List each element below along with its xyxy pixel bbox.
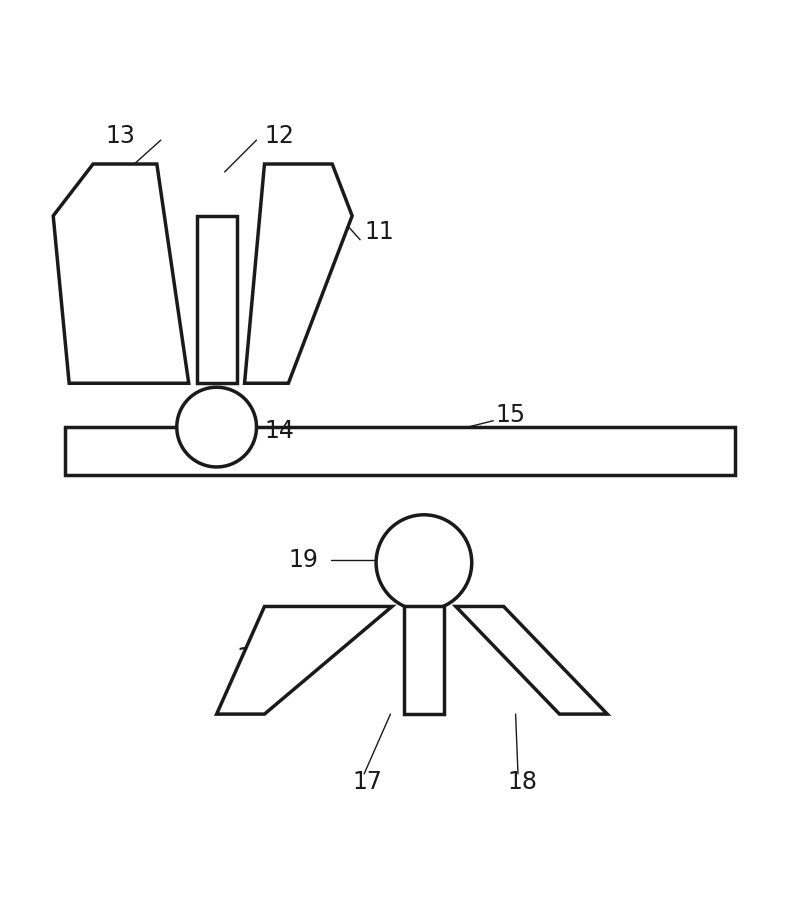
Circle shape xyxy=(376,515,472,611)
Text: 18: 18 xyxy=(508,770,538,794)
Text: 12: 12 xyxy=(265,124,294,148)
Text: 15: 15 xyxy=(496,403,526,427)
Polygon shape xyxy=(217,606,392,714)
Polygon shape xyxy=(245,164,352,383)
Circle shape xyxy=(177,388,257,467)
Polygon shape xyxy=(197,216,237,383)
Polygon shape xyxy=(404,606,444,714)
Text: 17: 17 xyxy=(352,770,382,794)
Polygon shape xyxy=(54,164,189,383)
Text: 19: 19 xyxy=(288,548,318,572)
Polygon shape xyxy=(456,606,607,714)
Text: 14: 14 xyxy=(265,420,294,443)
Text: 13: 13 xyxy=(105,124,135,148)
Text: 11: 11 xyxy=(364,220,394,244)
Bar xyxy=(65,427,735,475)
Text: 16: 16 xyxy=(237,646,266,671)
